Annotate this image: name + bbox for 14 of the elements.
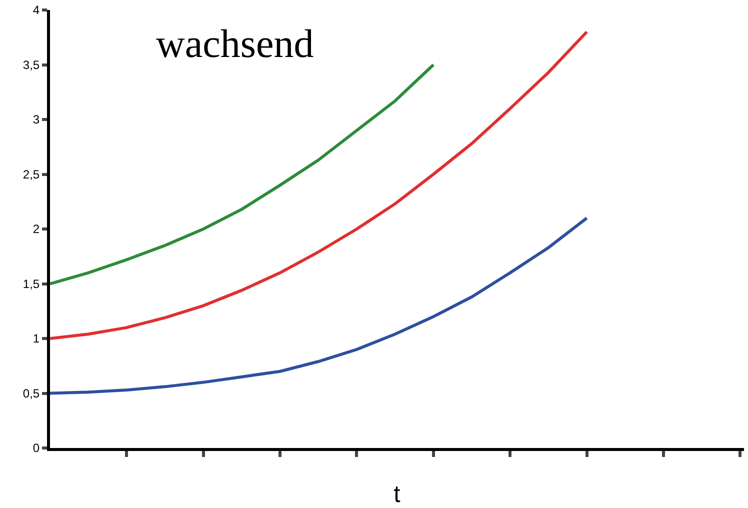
y-tick-label: 3,5	[22, 58, 40, 72]
y-tick-label: 2	[32, 222, 40, 236]
y-tick-label: 4	[32, 3, 40, 18]
y-tick-label: 3	[32, 112, 40, 127]
line-series	[50, 216, 588, 395]
line-series	[50, 30, 588, 340]
y-tick-label: 1	[32, 332, 40, 346]
y-tick-label: 2,5	[22, 167, 40, 182]
y-tick-label: 0,5	[22, 386, 40, 400]
chart-title: wachsend	[156, 21, 314, 66]
x-axis-title: t	[394, 481, 401, 508]
line-series	[50, 63, 435, 286]
y-tick-label: 0	[32, 441, 40, 456]
y-tick-label: 1,5	[22, 276, 40, 291]
